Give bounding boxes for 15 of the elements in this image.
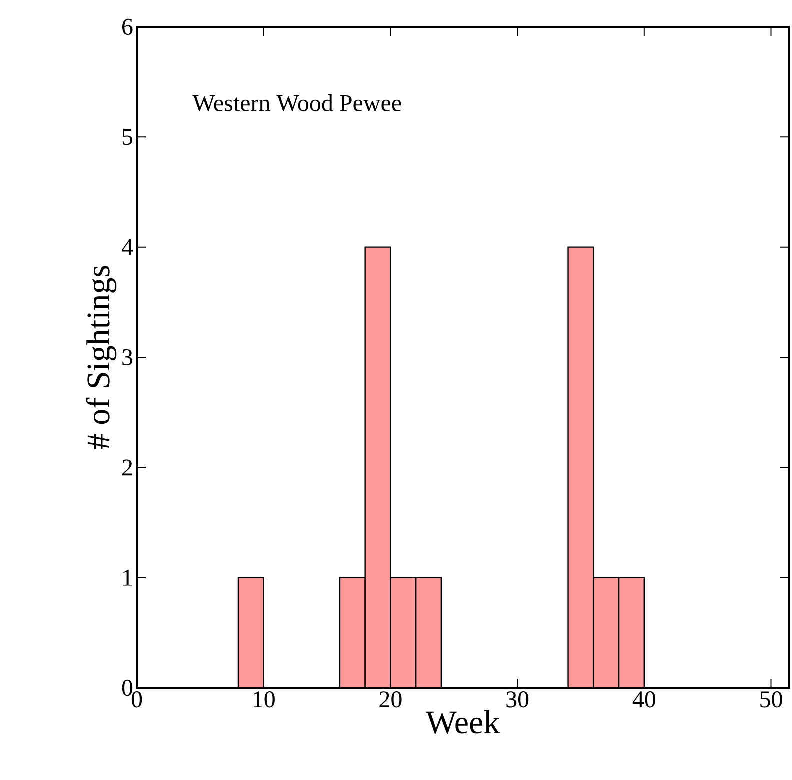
text: Western Wood Pewee	[192, 94, 402, 112]
x-tick-label: 40	[632, 692, 656, 708]
y-tick-label: 3	[122, 349, 133, 366]
y-tick-label: 2	[122, 460, 132, 476]
y-tick-label: 5	[122, 129, 133, 146]
y-tick-label: 1	[124, 570, 132, 586]
x-tick-label: 10	[254, 692, 275, 708]
x-axis-title: Week	[426, 710, 500, 734]
x-tick-label: 50	[760, 692, 782, 708]
x-tick-label: 20	[380, 692, 402, 708]
y-axis-title: # of Sightings	[86, 266, 117, 450]
y-tick-label: 0	[122, 680, 133, 696]
y-tick-label: 6	[122, 18, 133, 36]
x-tick-label: 30	[506, 692, 529, 708]
y-tick-label: 4	[122, 239, 134, 256]
